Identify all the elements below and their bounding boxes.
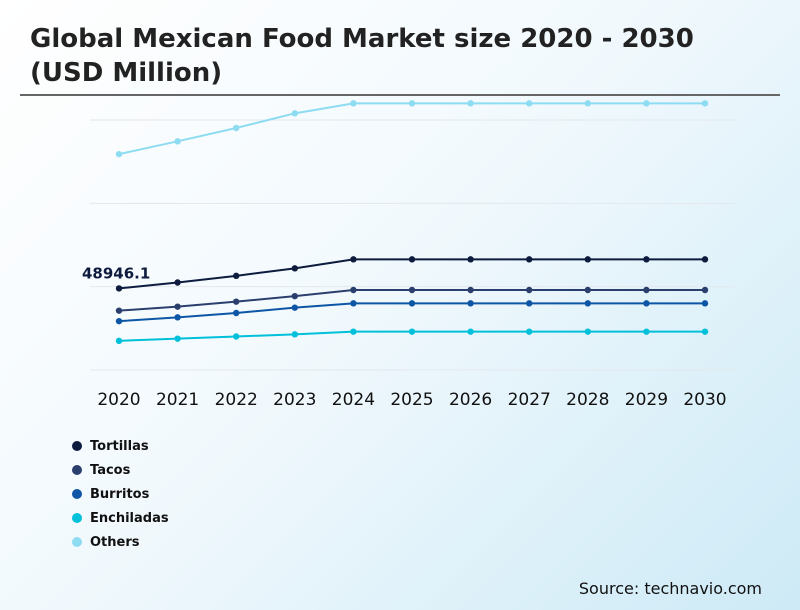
x-tick-label: 2024 (332, 390, 375, 410)
data-point-tacos (584, 286, 591, 294)
x-tick-label: 2028 (566, 390, 609, 410)
data-point-tortillas (174, 279, 181, 286)
data-point-others (350, 100, 357, 107)
data-point-burritos (174, 314, 181, 321)
legend-marker-enchiladas (72, 513, 82, 523)
data-point-enchiladas (467, 328, 474, 335)
data-point-tortillas (233, 272, 240, 280)
x-tick-label: 2030 (683, 390, 726, 410)
data-point-tortillas (408, 256, 416, 263)
series-line-others (118, 102, 705, 156)
data-point-others (584, 100, 591, 107)
legend: Tortillas Tacos Burritos Enchiladas Othe… (72, 434, 169, 554)
data-point-tacos (408, 286, 416, 294)
data-point-tortillas (291, 265, 298, 272)
data-point-burritos (408, 300, 416, 307)
line-chart: 2020 2021 2022 2023 2024 2025 2026 2027 2028 2029… (82, 100, 735, 410)
data-point-burritos (291, 304, 298, 311)
data-point-burritos (643, 300, 650, 307)
data-point-tacos (233, 298, 240, 305)
data-point-others (115, 150, 123, 158)
data-point-enchiladas (115, 337, 123, 345)
data-point-others (526, 100, 533, 107)
data-point-burritos (233, 309, 240, 317)
data-point-burritos (350, 300, 357, 307)
legend-marker-others (72, 537, 82, 547)
x-tick-label: 2025 (390, 390, 433, 410)
x-tick-label: 2027 (508, 390, 551, 410)
data-point-others (408, 100, 416, 107)
data-point-burritos (584, 300, 591, 307)
data-point-others (643, 100, 650, 107)
data-point-others (701, 100, 709, 107)
x-tick-label: 2022 (215, 390, 258, 410)
x-tick-label: 2023 (273, 390, 316, 410)
data-point-others (174, 138, 181, 145)
data-point-burritos (467, 300, 474, 307)
data-point-tacos (174, 303, 181, 310)
x-tick-label: 2026 (449, 390, 492, 410)
legend-label-tortillas: Tortillas (90, 438, 149, 454)
data-point-others (467, 100, 474, 107)
data-point-burritos (526, 300, 533, 307)
x-tick-label: 2021 (156, 390, 199, 410)
x-tick-label: 2029 (625, 390, 668, 410)
data-point-tortillas (350, 256, 357, 263)
legend-label-tacos: Tacos (90, 462, 131, 478)
data-point-tacos (350, 286, 357, 294)
title-divider (20, 94, 780, 96)
data-point-tacos (291, 292, 298, 300)
legend-item-tortillas[interactable]: Tortillas (72, 434, 169, 458)
data-point-enchiladas (408, 328, 416, 335)
data-point-enchiladas (233, 333, 240, 340)
data-point-tacos (643, 286, 650, 294)
source-credit: Source: technavio.com (578, 579, 762, 598)
data-point-enchiladas (701, 328, 709, 335)
legend-item-others[interactable]: Others (72, 530, 169, 554)
data-point-others (233, 124, 240, 132)
data-point-tacos (701, 286, 709, 294)
data-label: 48946.1 (82, 264, 150, 282)
data-point-enchiladas (291, 331, 298, 338)
x-tick-label: 2020 (97, 390, 140, 410)
series-line-tortillas (118, 258, 705, 290)
data-point-tacos (115, 307, 123, 314)
legend-marker-tortillas (72, 441, 82, 451)
data-point-enchiladas (643, 328, 650, 335)
legend-label-enchiladas: Enchiladas (90, 510, 169, 526)
data-point-tortillas (584, 256, 591, 263)
chart-title: Global Mexican Food Market size 2020 - 2… (30, 24, 694, 88)
data-point-burritos (701, 300, 709, 307)
data-point-tacos (526, 286, 533, 294)
data-point-enchiladas (350, 328, 357, 335)
legend-marker-tacos (72, 465, 82, 475)
data-point-burritos (115, 317, 123, 325)
data-point-tortillas (115, 285, 123, 292)
legend-label-others: Others (90, 534, 140, 550)
data-point-others (291, 110, 298, 117)
legend-label-burritos: Burritos (90, 486, 150, 502)
legend-item-tacos[interactable]: Tacos (72, 458, 169, 482)
legend-marker-burritos (72, 489, 82, 499)
data-point-enchiladas (584, 328, 591, 335)
data-point-tortillas (526, 256, 533, 263)
data-point-enchiladas (174, 335, 181, 342)
legend-item-enchiladas[interactable]: Enchiladas (72, 506, 169, 530)
data-point-tortillas (467, 256, 474, 263)
data-point-enchiladas (526, 328, 533, 335)
data-point-tacos (467, 286, 474, 294)
data-point-tortillas (701, 256, 709, 263)
legend-item-burritos[interactable]: Burritos (72, 482, 169, 506)
data-point-tortillas (643, 256, 650, 263)
